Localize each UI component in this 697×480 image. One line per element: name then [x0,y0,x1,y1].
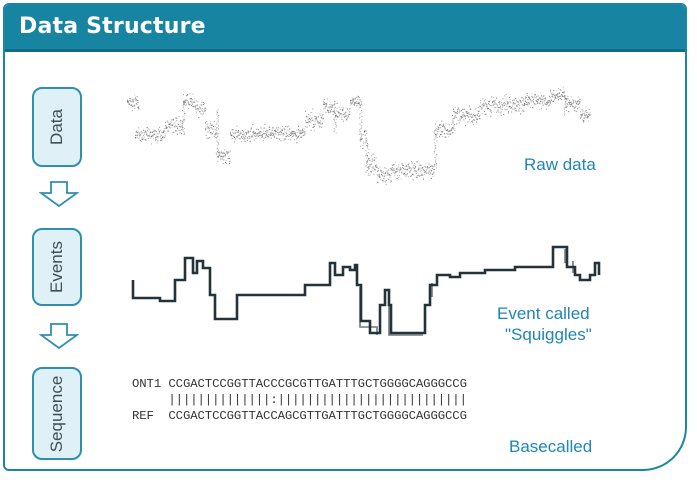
match-line: ||||||||||||||:|||||||||||||||||||||||||… [168,393,467,407]
stage-sequence-box: Sequence [32,367,82,460]
down-arrow-icon [39,181,79,207]
alignment-match-row: ||||||||||||||:|||||||||||||||||||||||||… [132,393,467,407]
stage-events-box: Events [32,228,82,306]
alignment-ont1-row: ONT1 CCGACTCCGGTTACCCGCGTTGATTTGCTGGGGCA… [132,377,467,391]
header-bar: Data Structure [5,5,685,52]
squiggles-label: "Squiggles" [505,325,592,344]
basecalled-label: Basecalled [509,437,593,456]
ont1-name: ONT1 [132,377,162,391]
squiggle-trace-shadow [334,249,574,336]
raw-data-plot [127,87,591,185]
raw-data-trace [127,87,591,185]
squiggle-plot [131,245,601,336]
down-arrow-icon [39,323,79,349]
data-structure-card: Data Structure Data Events Sequence Raw … [3,3,687,471]
stage-data-box: Data [32,87,82,167]
page-title: Data Structure [19,14,206,39]
ont1-sequence: CCGACTCCGGTTACCCGCGTTGATTTGCTGGGGCAGGGCC… [168,377,467,391]
ref-sequence: CCGACTCCGGTTACCAGCGTTGATTTGCTGGGGCAGGGCC… [168,409,467,423]
event-called-label: Event called [497,304,590,323]
ref-name: REF [132,409,154,423]
raw-data-label: Raw data [524,155,596,174]
alignment-ref-row: REF CCGACTCCGGTTACCAGCGTTGATTTGCTGGGGCAG… [132,409,467,423]
